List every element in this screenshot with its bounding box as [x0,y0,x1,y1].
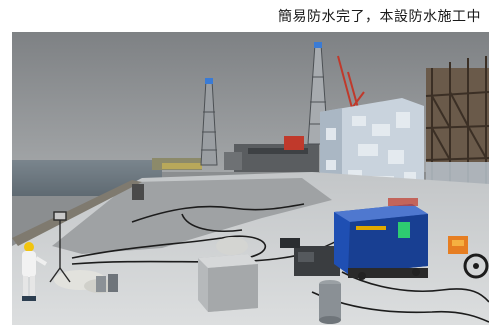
hose-reel [463,253,489,279]
site-photo [12,32,489,325]
light-tripod [49,211,71,283]
exhaust-stack-left [200,78,218,166]
containers [96,274,341,324]
control-box [448,236,468,254]
caption-bar: 簡易防水完了，本設防水施工中 [0,0,489,32]
waterproofed-area [52,178,332,254]
distant-buildings [152,136,319,172]
photo-caption: 簡易防水完了，本設防水施工中 [278,9,481,25]
waterproofing-machine [334,198,428,280]
worker [22,242,48,301]
cart [132,184,144,200]
damaged-framework [425,56,489,198]
roof-edge [12,180,142,246]
generator [280,238,340,276]
concrete-block [198,254,258,312]
site-photo-illustration [12,32,489,325]
crane [337,55,365,109]
